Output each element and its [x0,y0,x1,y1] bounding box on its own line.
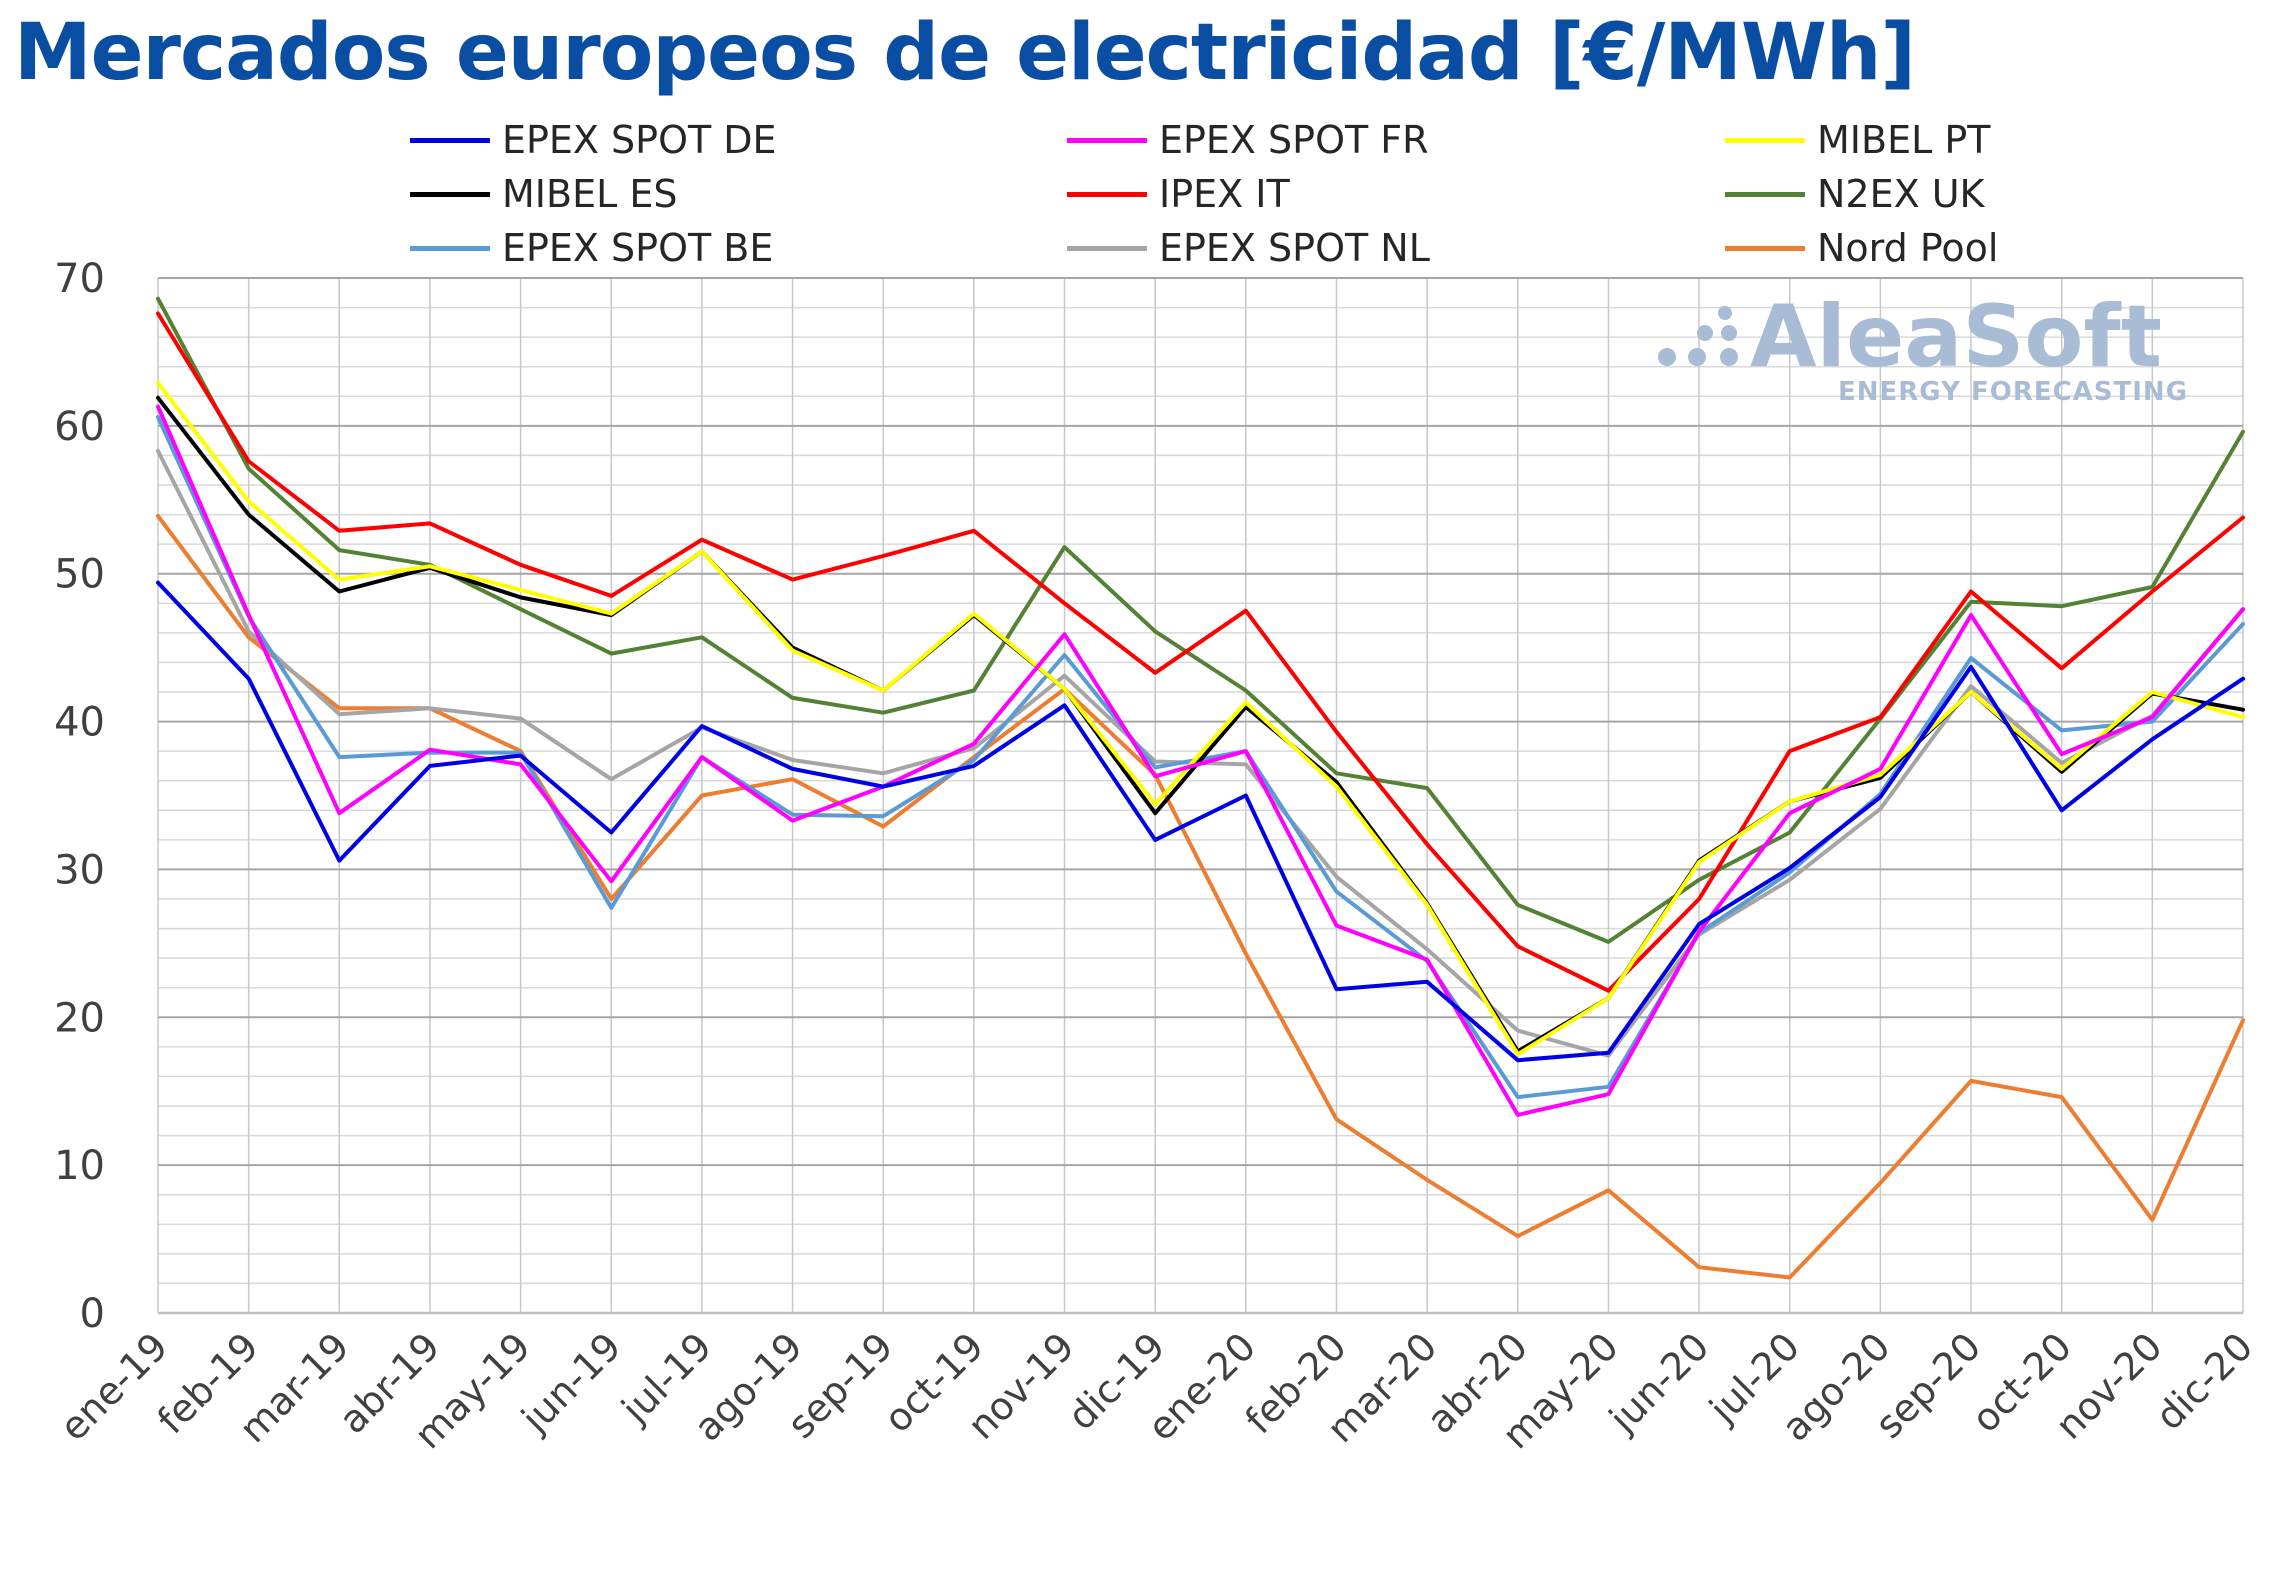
legend-swatch [1067,137,1147,143]
legend-item-ipex-it: IPEX IT [1067,169,1290,219]
y-tick-label: 0 [80,1291,105,1337]
chart-title: Mercados europeos de electricidad [€/MWh… [14,8,1916,98]
legend-item-epex-spot-de: EPEX SPOT DE [410,115,777,165]
y-tick-label: 50 [54,552,105,598]
legend-swatch [410,191,490,197]
legend-swatch [1067,191,1147,197]
legend-label: N2EX UK [1817,172,1985,216]
legend-item-epex-spot-fr: EPEX SPOT FR [1067,115,1429,165]
legend-label: EPEX SPOT FR [1159,118,1429,162]
legend-item-n2ex-uk: N2EX UK [1725,169,1984,219]
legend-item-mibel-pt: MIBEL PT [1725,115,1990,165]
y-tick-label: 20 [54,995,105,1041]
legend-label: MIBEL ES [502,172,678,216]
legend-swatch [410,245,490,251]
aleasoft-watermark: AleaSoft ENERGY FORECASTING [1655,287,2215,415]
legend-item-epex-spot-nl: EPEX SPOT NL [1067,223,1430,273]
series-line-epex-spot-de [156,580,2245,1063]
y-tick-label: 60 [54,404,105,450]
watermark-brand: AleaSoft [1750,287,2162,387]
legend-item-nord-pool: Nord Pool [1725,223,1998,273]
y-tick-label: 30 [54,847,105,893]
legend-item-epex-spot-be: EPEX SPOT BE [410,223,773,273]
x-tick-label: jun-20 [1600,1324,1717,1441]
legend-label: EPEX SPOT DE [502,118,777,162]
series-line-epex-spot-fr [156,404,2245,1117]
series-line-mibel-pt [156,381,2245,1057]
legend-swatch [410,137,490,143]
legend-label: Nord Pool [1817,226,1999,270]
y-tick-label: 10 [54,1143,105,1189]
legend-label: EPEX SPOT BE [502,226,774,270]
y-tick-label: 40 [54,700,105,746]
legend-swatch [1725,245,1805,251]
legend-swatch [1067,245,1147,251]
legend-item-mibel-es: MIBEL ES [410,169,677,219]
x-tick-label: jun-19 [512,1324,629,1441]
legend-label: IPEX IT [1159,172,1290,216]
legend-label: MIBEL PT [1817,118,1991,162]
legend-label: EPEX SPOT NL [1159,226,1430,270]
y-tick-label: 70 [54,256,105,302]
series-line-ipex-it [156,311,2245,993]
legend-swatch [1725,137,1805,143]
watermark-subtitle: ENERGY FORECASTING [1838,377,2189,407]
aleasoft-logo-icon [1658,306,1738,366]
legend-swatch [1725,191,1805,197]
x-tick-label: ene-19 [51,1324,176,1449]
series-line-nord-pool [156,514,2245,1280]
x-tick-label: dic-20 [2147,1324,2261,1438]
